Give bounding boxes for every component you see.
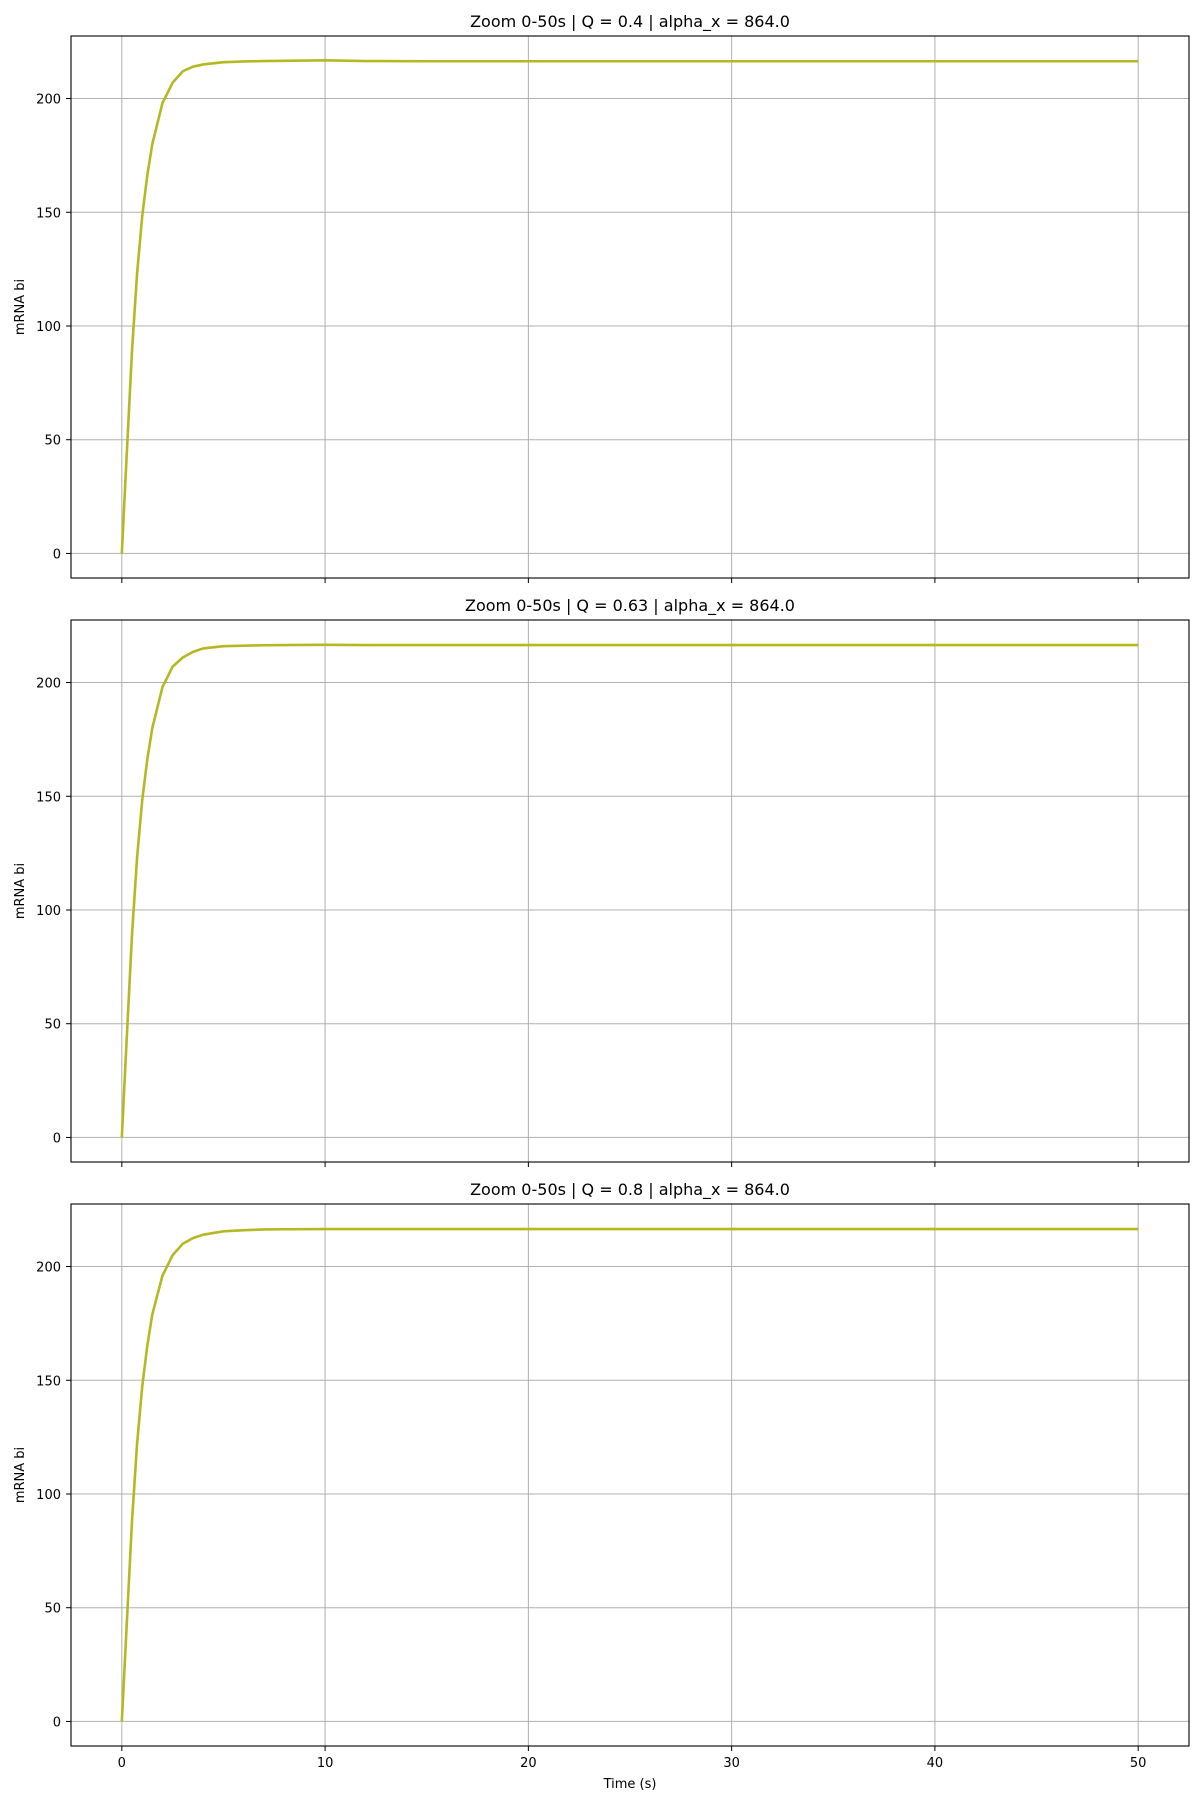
- y-tick-label: 200: [36, 1261, 61, 1276]
- x-tick-label: 0: [118, 1756, 126, 1771]
- y-tick-label: 150: [36, 206, 61, 221]
- y-tick-label: 150: [36, 790, 61, 805]
- series-line-1: [120, 643, 1139, 1138]
- y-tick-label: 200: [36, 677, 61, 692]
- panel-title: Zoom 0-50s | Q = 0.4 | alpha_x = 864.0: [470, 12, 790, 32]
- x-tick-label: 10: [317, 1756, 334, 1771]
- y-tick-label: 100: [36, 320, 61, 335]
- y-tick-label: 50: [44, 434, 61, 449]
- x-tick-label: 30: [723, 1756, 740, 1771]
- axes-frame: [70, 35, 1190, 579]
- panel-title: Zoom 0-50s | Q = 0.63 | alpha_x = 864.0: [465, 596, 795, 616]
- y-tick-label: 0: [53, 1131, 61, 1146]
- y-axis-label: mRNA bi: [13, 863, 28, 919]
- panel-title: Zoom 0-50s | Q = 0.8 | alpha_x = 864.0: [470, 1180, 790, 1200]
- y-tick-label: 200: [36, 93, 61, 108]
- chart-panel-2: 0 50 100 150 200 Zoom 0-50s | Q = 0.63 | alph…: [13, 596, 1190, 1167]
- x-axis-label: Time (s): [603, 1777, 657, 1792]
- y-tick-label: 150: [36, 1374, 61, 1389]
- y-axis-label: mRNA bi: [13, 1447, 28, 1503]
- y-tick-label: 50: [44, 1602, 61, 1617]
- axes-frame: [70, 619, 1190, 1163]
- axes-frame: [70, 1203, 1190, 1747]
- y-tick-label: 100: [36, 904, 61, 919]
- y-tick-label: 0: [53, 547, 61, 562]
- x-tick-label: 40: [927, 1756, 944, 1771]
- x-tick-label: 50: [1130, 1756, 1147, 1771]
- x-tick-label: 20: [520, 1756, 537, 1771]
- chart-panel-1: 0 50 100 150 200 Zoom 0-50s | Q = 0.4 | alpha…: [13, 12, 1190, 583]
- chart-panel-3: 0 10 20 30 40 50 0 50 100 150 200 Zoom 0-50s | Q = …: [13, 1180, 1190, 1792]
- series-line-1: [120, 1227, 1139, 1722]
- y-tick-label: 100: [36, 1488, 61, 1503]
- y-tick-label: 50: [44, 1018, 61, 1033]
- y-tick-label: 0: [53, 1715, 61, 1730]
- series-line-1: [120, 59, 1139, 554]
- y-axis-label: mRNA bi: [13, 279, 28, 335]
